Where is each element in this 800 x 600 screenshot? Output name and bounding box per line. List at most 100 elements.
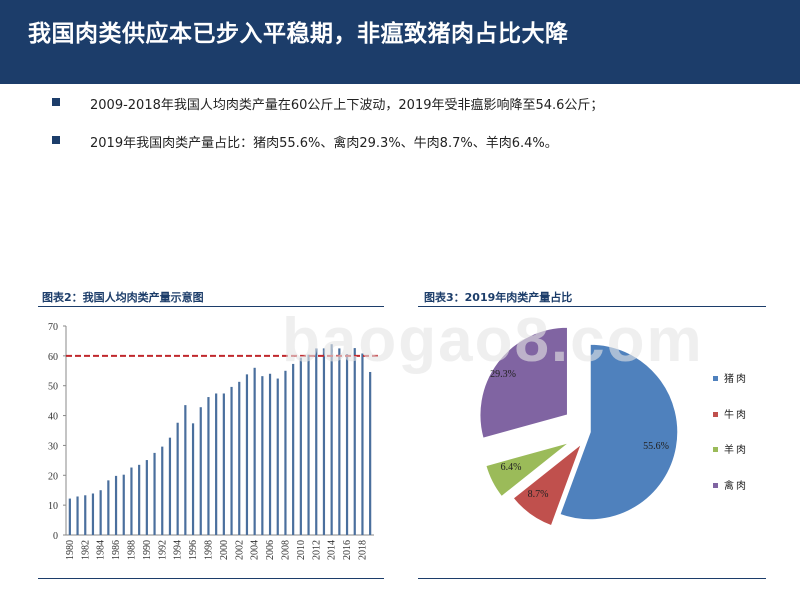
- x-tick-label: 1990: [142, 540, 153, 560]
- x-tick-label: 1980: [65, 540, 76, 560]
- x-tick-label: 1986: [111, 540, 122, 560]
- legend-swatch: [713, 483, 718, 488]
- x-tick-label: 2010: [296, 540, 307, 560]
- header-bar: 我国肉类供应本已步入平稳期，非瘟致猪肉占比大降: [0, 0, 800, 84]
- pie-data-label: 29.3%: [490, 369, 516, 380]
- y-tick-label: 50: [48, 382, 58, 393]
- bar: [99, 490, 102, 535]
- pie-chart-bottom-rule: [418, 578, 766, 579]
- bar: [161, 446, 164, 535]
- bar: [284, 370, 287, 535]
- bar: [215, 393, 218, 535]
- x-tick-label: 2012: [311, 540, 322, 560]
- bullet-item: 2009-2018年我国人均肉类产量在60公斤上下波动，2019年受非瘟影响降至…: [52, 92, 782, 130]
- pie-chart-top-rule: [418, 306, 766, 307]
- bar: [191, 423, 195, 535]
- pie-data-label: 8.7%: [528, 489, 549, 500]
- bar: [138, 464, 141, 535]
- bar: [130, 467, 133, 535]
- x-tick-label: 1994: [173, 540, 184, 560]
- bar: [361, 353, 364, 535]
- bar: [230, 386, 233, 535]
- x-tick-label: 2018: [357, 540, 368, 560]
- y-tick-label: 0: [53, 531, 58, 542]
- bar: [369, 371, 372, 535]
- x-tick-label: 2002: [234, 540, 245, 560]
- y-tick-label: 40: [48, 412, 58, 423]
- bar: [153, 452, 156, 535]
- bar: [338, 348, 341, 535]
- x-tick-label: 2004: [250, 540, 261, 560]
- legend-swatch: [713, 412, 718, 417]
- bar: [145, 460, 148, 535]
- bar: [292, 363, 295, 535]
- pie-data-label: 6.4%: [501, 462, 522, 473]
- legend-label: 牛肉: [724, 408, 748, 421]
- x-tick-label: 1988: [126, 540, 137, 560]
- pie-chart-title: 图表3：2019年肉类产量占比: [424, 291, 573, 304]
- x-tick-label: 1992: [157, 540, 168, 560]
- bar: [322, 348, 326, 535]
- y-tick-label: 70: [48, 322, 58, 333]
- legend-label: 猪肉: [724, 372, 748, 385]
- x-tick-label: 1996: [188, 540, 199, 560]
- bar: [253, 367, 256, 535]
- bar: [122, 474, 125, 535]
- y-tick-label: 30: [48, 441, 58, 452]
- bar-chart-top-rule: [38, 306, 384, 307]
- bar: [184, 405, 187, 535]
- bar: [238, 381, 241, 535]
- pie-slice: [484, 441, 571, 498]
- legend-swatch: [713, 376, 718, 381]
- x-tick-label: 2000: [219, 540, 230, 560]
- bar: [68, 498, 71, 535]
- bar-chart-bottom-rule: [38, 578, 384, 579]
- x-tick-label: 1984: [96, 540, 107, 560]
- y-tick-label: 60: [48, 352, 58, 363]
- bar: [222, 393, 225, 535]
- bullet-list: 2009-2018年我国人均肉类产量在60公斤上下波动，2019年受非瘟影响降至…: [52, 92, 782, 168]
- x-tick-label: 1998: [203, 540, 214, 560]
- bar: [276, 378, 279, 535]
- bar: [353, 348, 356, 535]
- bar: [307, 354, 310, 535]
- bar: [114, 475, 118, 535]
- bar: [84, 495, 87, 535]
- bar: [299, 357, 302, 535]
- bullet-item: 2019年我国肉类产量占比：猪肉55.6%、禽肉29.3%、牛肉8.7%、羊肉6…: [52, 130, 782, 168]
- y-tick-label: 10: [48, 501, 58, 512]
- x-tick-label: 1982: [80, 540, 91, 560]
- bullet-square-icon: [52, 136, 60, 144]
- bar: [91, 493, 95, 535]
- bar-chart-title: 图表2：我国人均肉类产量示意图: [42, 291, 204, 304]
- bar: [330, 344, 333, 535]
- pie-data-label: 55.6%: [643, 441, 669, 452]
- bullet-square-icon: [52, 98, 60, 106]
- watermark: baogao8.com: [282, 306, 704, 375]
- legend-label: 羊肉: [724, 443, 748, 456]
- bar: [107, 480, 110, 535]
- page-title: 我国肉类供应本已步入平稳期，非瘟致猪肉占比大降: [28, 21, 569, 47]
- legend-swatch: [713, 447, 718, 452]
- pie-slice: [558, 343, 679, 521]
- x-tick-label: 2014: [327, 540, 338, 560]
- x-tick-label: 2006: [265, 540, 276, 560]
- bar: [268, 373, 272, 535]
- bar: [245, 374, 249, 535]
- bar: [261, 376, 264, 535]
- bullet-text: 2009-2018年我国人均肉类产量在60公斤上下波动，2019年受非瘟影响降至…: [90, 98, 604, 113]
- bullet-text: 2019年我国肉类产量占比：猪肉55.6%、禽肉29.3%、牛肉8.7%、羊肉6…: [90, 136, 558, 151]
- bar: [345, 354, 349, 535]
- y-tick-label: 20: [48, 471, 58, 482]
- x-tick-label: 2008: [280, 540, 291, 560]
- bar: [199, 407, 202, 535]
- bar: [76, 496, 79, 535]
- pie-slice: [511, 441, 584, 527]
- legend-label: 禽肉: [724, 479, 748, 492]
- bar: [207, 397, 210, 535]
- bar: [176, 422, 179, 535]
- bar: [168, 437, 172, 535]
- pie-slice: [478, 326, 569, 440]
- bar: [315, 348, 318, 535]
